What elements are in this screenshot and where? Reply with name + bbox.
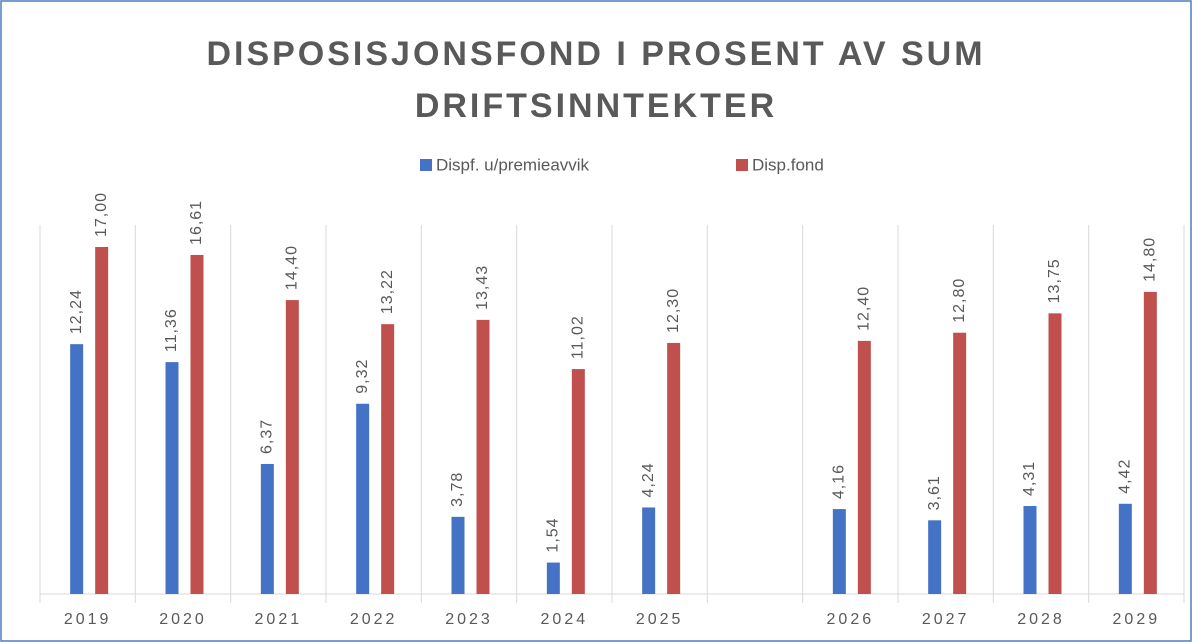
data-label: 4,31 — [1021, 461, 1038, 496]
bar — [928, 520, 942, 594]
x-tick-label: 2021 — [255, 611, 303, 628]
bar — [381, 324, 395, 594]
chart-title: DISPOSISJONSFOND I PROSENT AV SUM DRIFTSI… — [206, 35, 985, 125]
bar — [546, 562, 560, 594]
bar — [1143, 291, 1157, 594]
data-label: 13,22 — [379, 269, 396, 314]
data-label: 12,24 — [68, 289, 85, 334]
data-label: 12,40 — [856, 286, 873, 331]
bar — [70, 344, 84, 594]
data-label: 3,61 — [926, 475, 943, 510]
x-tick-label: 2019 — [64, 611, 112, 628]
legend-label: Disp.fond — [752, 155, 824, 174]
bar — [476, 319, 490, 594]
bar — [165, 362, 179, 594]
bar — [642, 507, 656, 594]
bar — [857, 340, 871, 594]
data-label: 13,43 — [474, 265, 491, 310]
x-tick-label: 2022 — [350, 611, 398, 628]
x-tick-label: 2023 — [445, 611, 493, 628]
bar — [451, 516, 465, 594]
bar — [190, 254, 204, 595]
x-tick-label: 2027 — [922, 611, 970, 628]
legend-swatch — [736, 159, 748, 171]
data-label: 9,32 — [354, 359, 371, 394]
x-tick-label: 2028 — [1017, 611, 1065, 628]
x-tick-label: 2026 — [827, 611, 875, 628]
bar — [285, 300, 299, 594]
legend-label: Dispf. u/premieavvik — [436, 155, 590, 174]
data-label: 1,54 — [545, 517, 562, 552]
bar — [260, 463, 274, 594]
data-label: 3,78 — [449, 472, 466, 507]
bar — [571, 369, 585, 594]
chart-title-text: DISPOSISJONSFOND I PROSENT AV SUM DRIFTSI… — [206, 35, 985, 125]
bar — [832, 509, 846, 594]
legend-swatch — [420, 159, 432, 171]
data-label: 16,61 — [188, 200, 205, 245]
x-tick-label: 2020 — [159, 611, 207, 628]
bar — [1023, 506, 1037, 594]
data-label: 4,42 — [1117, 459, 1134, 494]
data-label: 14,80 — [1142, 237, 1159, 282]
data-label: 4,24 — [640, 462, 657, 497]
data-label: 12,80 — [951, 278, 968, 323]
data-label: 12,30 — [665, 288, 682, 333]
data-label: 11,02 — [570, 315, 587, 359]
x-tick-label: 2024 — [541, 611, 589, 628]
x-tick-label: 2025 — [636, 611, 684, 628]
bar — [667, 342, 681, 594]
bar — [1118, 503, 1132, 594]
bar — [95, 247, 109, 594]
bar — [953, 332, 967, 594]
data-label: 14,40 — [284, 245, 301, 290]
data-label: 4,16 — [831, 464, 848, 499]
data-label: 17,00 — [93, 192, 110, 237]
data-label: 13,75 — [1046, 258, 1063, 303]
x-tick-label: 2029 — [1113, 611, 1161, 628]
data-label: 11,36 — [163, 308, 180, 352]
data-label: 6,37 — [259, 419, 276, 454]
bar — [1048, 313, 1062, 594]
bar — [356, 403, 370, 594]
